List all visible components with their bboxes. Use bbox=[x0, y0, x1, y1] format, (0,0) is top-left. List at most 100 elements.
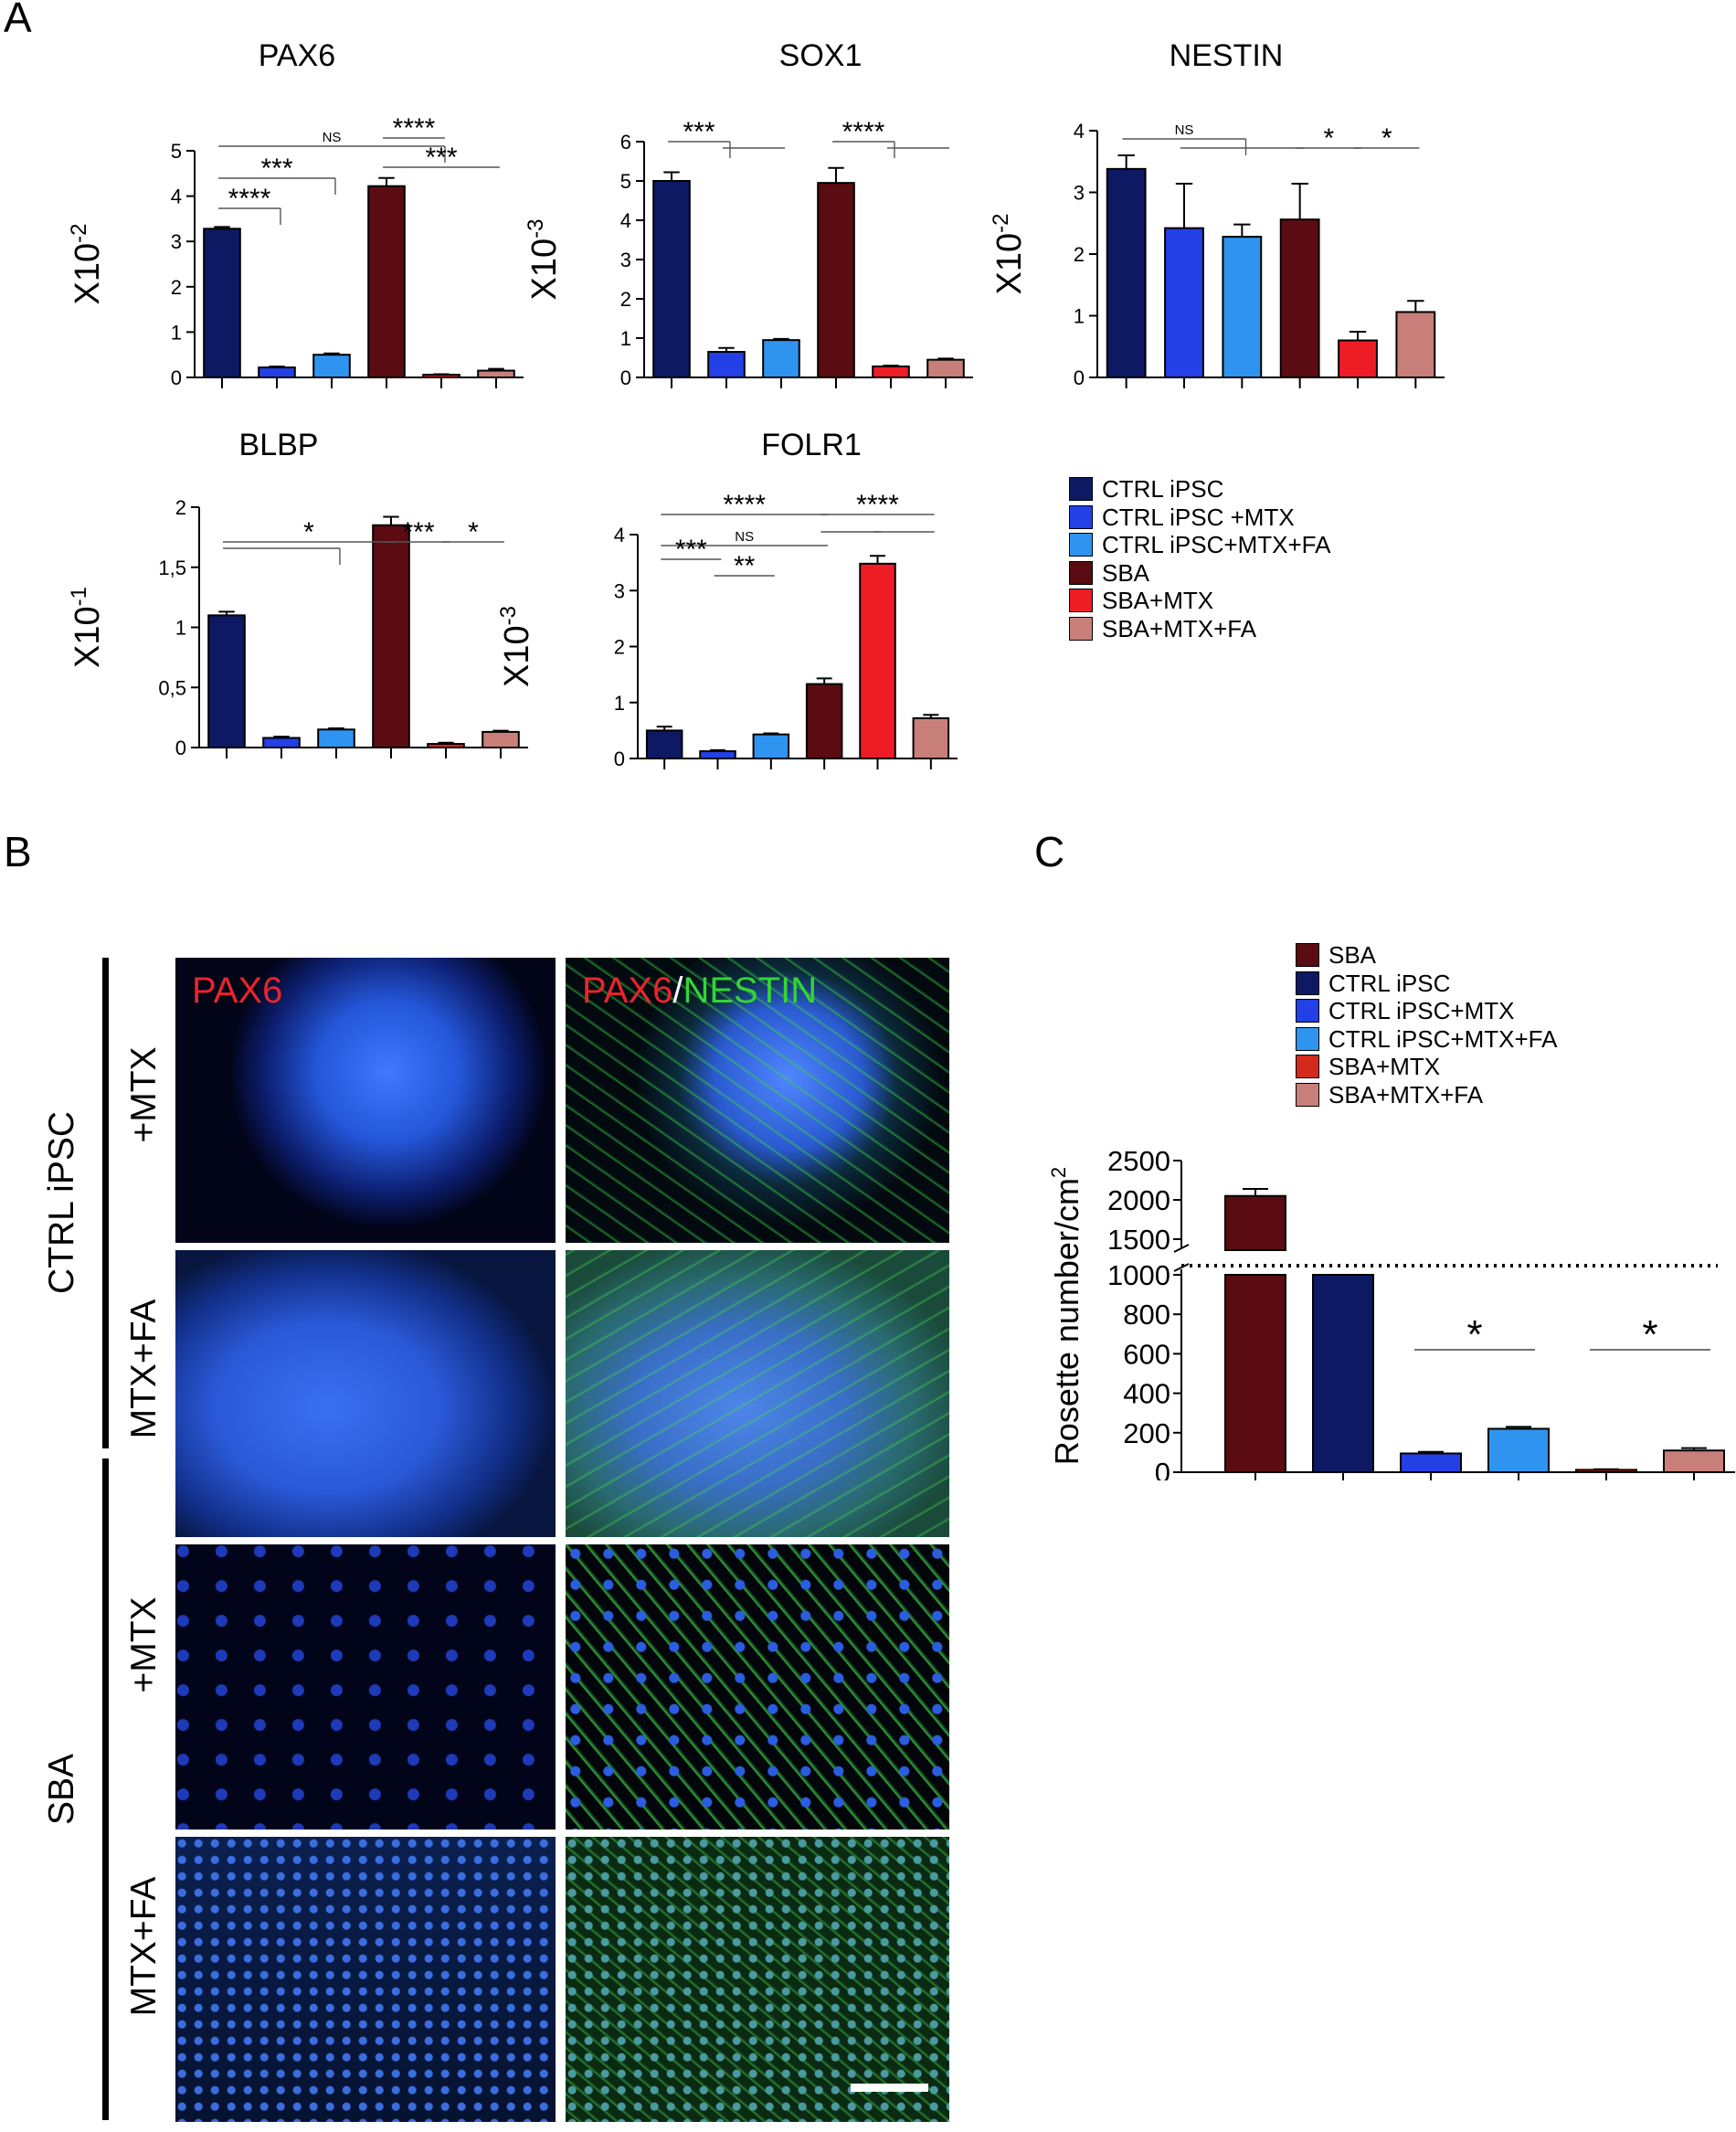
y-tick-label: 1 bbox=[620, 327, 631, 350]
merge-channel-label: PAX6/NESTIN bbox=[582, 971, 817, 1012]
legend-swatch bbox=[1296, 1055, 1319, 1079]
y-axis-label-base: X10 bbox=[498, 625, 536, 687]
bar bbox=[645, 729, 683, 759]
legend-label: CTRL iPSC bbox=[1328, 969, 1451, 997]
bar bbox=[652, 180, 691, 378]
panel-letter-c: C bbox=[1034, 828, 1065, 875]
y-tick-label: 400 bbox=[1123, 1378, 1170, 1410]
legend-label: SBA+MTX+FA bbox=[1102, 614, 1257, 642]
pax6-merge-label: PAX6 bbox=[582, 971, 673, 1011]
y-axis-label-exponent: -3 bbox=[524, 219, 548, 239]
y-axis-label: X10-1 bbox=[67, 587, 107, 668]
y-tick-label: 0 bbox=[614, 748, 625, 770]
micrograph-sba-mtxfa-merge bbox=[566, 1837, 949, 2122]
y-axis-label: X10-3 bbox=[496, 606, 536, 687]
condition-label-ctrl-mtx-fa: MTX+FA bbox=[124, 1299, 164, 1439]
y-tick-label: 0 bbox=[1074, 366, 1085, 389]
legend-label: CTRL iPSC +MTX bbox=[1102, 503, 1295, 531]
y-tick-label: 1 bbox=[171, 321, 182, 344]
legend-item: CTRL iPSC bbox=[1069, 475, 1330, 504]
group-label-sba: SBA bbox=[42, 1753, 81, 1826]
y-axis-label: Rosette number/cm2 bbox=[1047, 1167, 1085, 1465]
significance-label: NS bbox=[1175, 122, 1194, 138]
legend-swatch bbox=[1296, 1082, 1319, 1107]
legend-label: SBA+MTX bbox=[1102, 587, 1214, 614]
condition-label-sba-mtx: +MTX bbox=[124, 1596, 164, 1693]
y-tick-label: 0 bbox=[171, 366, 182, 389]
y-tick-label: 800 bbox=[1123, 1299, 1170, 1331]
significance-label: NS bbox=[323, 130, 342, 145]
significance-label: **** bbox=[723, 490, 766, 520]
y-tick-label: 4 bbox=[1074, 120, 1085, 143]
legend-item: SBA+MTX bbox=[1069, 587, 1330, 615]
significance-label: * bbox=[1466, 1312, 1482, 1357]
legend-item: SBA+MTX+FA bbox=[1296, 1081, 1557, 1109]
legend-swatch bbox=[1296, 943, 1319, 968]
legend-label: CTRL iPSC bbox=[1102, 475, 1224, 503]
y-tick-label: 0,5 bbox=[158, 676, 186, 699]
legend-item: CTRL iPSC +MTX bbox=[1069, 504, 1330, 532]
chart-title: PAX6 bbox=[259, 38, 335, 73]
bar bbox=[372, 524, 410, 748]
micrograph-sba-mtx-merge bbox=[566, 1544, 949, 1830]
micrograph-ctrl-mtxfa-merge bbox=[566, 1250, 949, 1537]
bar bbox=[926, 358, 965, 378]
significance-label: * bbox=[303, 517, 314, 547]
legend-label: SBA+MTX+FA bbox=[1328, 1080, 1484, 1108]
axis-break-mark bbox=[1173, 1244, 1190, 1253]
y-tick-label: 600 bbox=[1123, 1338, 1170, 1370]
bar bbox=[1224, 1274, 1286, 1473]
significance-label: **** bbox=[228, 184, 271, 214]
y-tick-label: 3 bbox=[171, 230, 182, 253]
legend-swatch bbox=[1069, 589, 1093, 613]
legend-item: CTRL iPSC+MTX+FA bbox=[1296, 1025, 1557, 1054]
y-tick-label: 3 bbox=[620, 249, 631, 271]
y-tick-label: 3 bbox=[1074, 182, 1085, 205]
bar bbox=[482, 730, 520, 749]
significance-label: * bbox=[1323, 123, 1334, 154]
legend-item: CTRL iPSC+MTX bbox=[1296, 997, 1557, 1025]
significance-label: *** bbox=[675, 535, 707, 565]
y-axis-label-base: X10 bbox=[69, 606, 107, 668]
y-tick-label: 2000 bbox=[1107, 1184, 1170, 1216]
significance-label: *** bbox=[402, 517, 434, 547]
y-tick-label: 3 bbox=[614, 579, 625, 602]
micrograph-ctrl-mtxfa-pax6 bbox=[175, 1250, 556, 1537]
bar bbox=[203, 228, 241, 378]
significance-label: *** bbox=[683, 117, 715, 147]
nestin-merge-label: NESTIN bbox=[683, 971, 818, 1011]
legend-swatch bbox=[1069, 533, 1093, 557]
legend-swatch bbox=[1069, 560, 1093, 585]
bar bbox=[707, 351, 746, 378]
y-tick-label: 5 bbox=[620, 170, 631, 193]
bar-upper-segment bbox=[1224, 1194, 1286, 1251]
group-bar-sba bbox=[102, 1458, 109, 2120]
bar bbox=[1575, 1469, 1637, 1473]
y-axis-label: X10-2 bbox=[67, 224, 107, 305]
bar bbox=[752, 733, 790, 759]
y-tick-label: 5 bbox=[171, 140, 182, 163]
channel-separator: / bbox=[672, 971, 683, 1011]
bar bbox=[912, 716, 950, 760]
legend-swatch bbox=[1296, 1026, 1319, 1051]
legend-item: SBA+MTX+FA bbox=[1069, 615, 1330, 643]
y-axis-label-exponent: -2 bbox=[67, 224, 91, 243]
y-tick-label: 2 bbox=[614, 636, 625, 659]
significance-label: *** bbox=[425, 143, 457, 173]
y-tick-label: 1 bbox=[1074, 305, 1085, 328]
significance-label: * bbox=[1381, 123, 1392, 154]
chart-rosette: 1500 2000 2500 0 200 400 600 800 1000 Rosette num… bbox=[1047, 1145, 1735, 1480]
legend-panel-c: SBA CTRL iPSC CTRL iPSC+MTX CTRL iPSC+MTX+F… bbox=[1296, 941, 1557, 1108]
group-bar-ctrl bbox=[102, 958, 109, 1448]
y-tick-label: 1,5 bbox=[158, 557, 186, 579]
y-axis-label-base: X10 bbox=[69, 243, 107, 305]
y-tick-label: 4 bbox=[614, 524, 625, 546]
y-axis-label-exponent: -1 bbox=[67, 587, 91, 606]
y-axis-label-exponent: -3 bbox=[496, 606, 521, 625]
legend-item: SBA+MTX bbox=[1296, 1053, 1557, 1081]
bar bbox=[699, 750, 736, 759]
legend-panel-a: CTRL iPSC CTRL iPSC +MTX CTRL iPSC+MTX+FA S… bbox=[1069, 475, 1330, 642]
